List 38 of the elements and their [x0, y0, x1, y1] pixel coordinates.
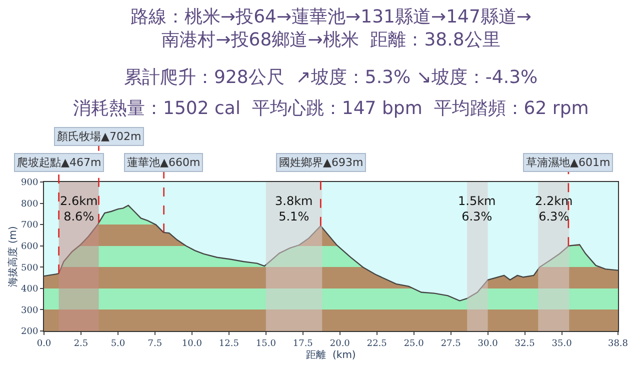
y-tick-label: 900	[21, 178, 38, 188]
x-tick-label: 5.0	[110, 338, 126, 349]
text: 消耗熱量：1502 cal 平均心跳：147 bpm 平均踏頻：62 rpm	[73, 98, 589, 119]
x-tick-label: 25.0	[404, 338, 424, 349]
y-tick-label: 700	[21, 220, 38, 231]
band-label: 2.2km 6.3%	[535, 194, 573, 224]
x-tick-label: 20.0	[330, 338, 350, 349]
x-tick-label: 15.0	[256, 338, 276, 349]
y-tick-label: 800	[21, 199, 38, 210]
x-tick-label: 2.5	[74, 338, 88, 349]
ref-line-label: 草湳濕地▲601m	[526, 156, 610, 169]
chart-subtitle: 累計爬升：928公尺 ↗坡度：5.3% ↘坡度：-4.3%	[124, 67, 538, 88]
ref-line-label: 爬坡起點▲467m	[17, 156, 102, 169]
band-label: 2.6km 8.6%	[60, 194, 98, 224]
x-tick-label: 10.0	[182, 338, 202, 349]
x-tick-label: 0.0	[36, 338, 52, 349]
ref-line-label: 國姓鄉界▲693m	[279, 156, 364, 169]
x-tick-label: 12.5	[218, 338, 240, 349]
x-axis-title: 距離 (km)	[306, 348, 356, 361]
ref-line-label: 蓮華池▲660m	[127, 156, 200, 169]
y-tick-label: 600	[21, 242, 38, 252]
x-tick-label: 35.0	[552, 338, 572, 349]
x-tick-label: 7.5	[148, 338, 162, 349]
y-tick-label: 400	[21, 284, 38, 295]
y-tick-label: 500	[21, 263, 38, 274]
y-tick-label: 200	[21, 327, 38, 338]
x-tick-label: 38.8	[608, 338, 628, 349]
y-axis-title: 海拔高度 (m)	[7, 226, 20, 287]
y-tick-label: 300	[21, 306, 38, 316]
x-tick-label: 22.5	[366, 338, 388, 349]
band-label: 3.8km 5.1%	[275, 194, 313, 224]
x-tick-label: 32.5	[514, 338, 536, 349]
x-tick-label: 30.0	[478, 338, 498, 349]
band-label: 1.5km 6.3%	[458, 194, 496, 224]
chart-title: 路線：桃米→投64→蓮華池→131縣道→147縣道→南港村→投68鄉道→桃米 距離：38.8公里	[130, 6, 532, 51]
x-tick-label: 27.5	[440, 338, 462, 349]
x-tick-label: 17.5	[292, 338, 314, 349]
ref-line-label: 顏氏牧場▲702m	[57, 130, 142, 143]
